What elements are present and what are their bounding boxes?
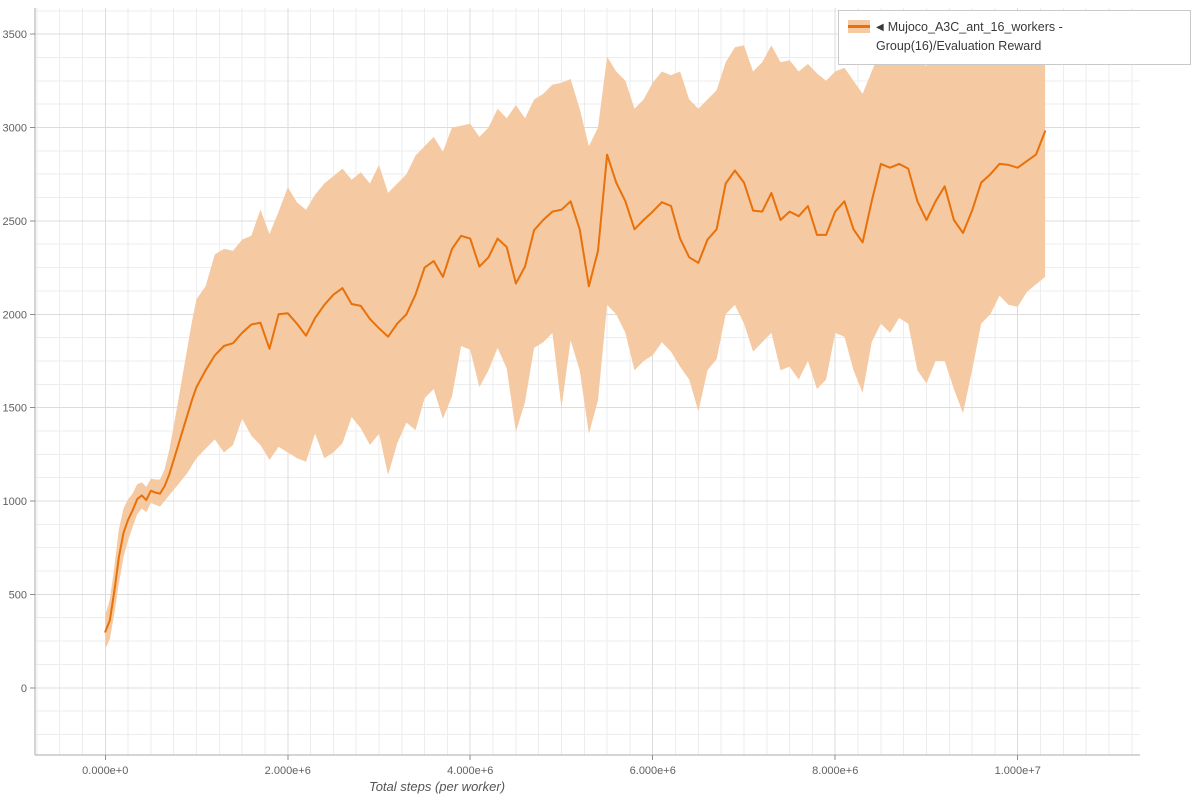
legend-label: ◀ Mujoco_A3C_ant_16_workers - Group(16)/E… [876, 18, 1181, 57]
confidence-band [105, 11, 1046, 649]
mean-line [104, 130, 1047, 633]
x-axis-label: Total steps (per worker) [368, 779, 506, 794]
y-tick-label: 3000 [3, 123, 27, 135]
x-tick-label: 4.000e+6 [447, 765, 493, 777]
y-tick-label: 1500 [3, 403, 27, 415]
y-tick-label: 0 [21, 683, 27, 695]
y-tick-label: 1000 [3, 496, 27, 508]
legend-run-name: Mujoco_A3C_ant_16_workers - Group(16)/Ev… [876, 20, 1063, 54]
y-tick-label: 2000 [3, 309, 27, 321]
x-tick-label: 8.000e+6 [812, 765, 858, 777]
y-tick-label: 500 [9, 589, 27, 601]
legend-swatch-icon [848, 20, 870, 33]
legend-line-icon [848, 25, 870, 28]
y-tick-label: 3500 [3, 29, 27, 41]
x-tick-label: 0.000e+0 [82, 765, 128, 777]
run-marker-icon: ◀ [876, 22, 884, 33]
x-tick-label: 1.000e+7 [995, 765, 1041, 777]
x-tick-label: 6.000e+6 [630, 765, 676, 777]
y-tick-label: 2500 [3, 216, 27, 228]
legend: ◀ Mujoco_A3C_ant_16_workers - Group(16)/E… [838, 10, 1191, 65]
legend-item-run[interactable]: ◀ Mujoco_A3C_ant_16_workers - Group(16)/E… [848, 18, 1181, 57]
x-tick-label: 2.000e+6 [265, 765, 311, 777]
